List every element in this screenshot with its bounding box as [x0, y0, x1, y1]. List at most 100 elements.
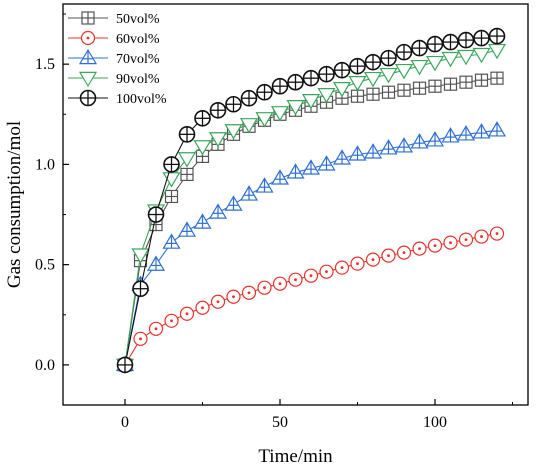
data-point [286, 163, 305, 179]
marker-dot [294, 278, 297, 282]
data-point [425, 131, 445, 147]
marker-shape [78, 71, 98, 88]
marker-shape [379, 67, 398, 84]
series-line [124, 233, 498, 366]
data-point [317, 155, 336, 171]
marker-dot [139, 337, 142, 341]
legend-item: 90vol% [68, 71, 160, 88]
data-point [178, 126, 196, 143]
series-line [124, 77, 498, 365]
data-point [459, 75, 473, 89]
marker-shape [177, 152, 197, 168]
legend-label: 100vol% [116, 92, 167, 107]
data-point [270, 106, 290, 122]
data-point [489, 226, 505, 241]
data-point [456, 49, 476, 66]
data-point [241, 285, 257, 300]
legend-marker [78, 71, 98, 88]
data-point [132, 280, 149, 298]
data-point [412, 241, 427, 256]
series-100volpct [116, 27, 506, 374]
y-tick-label: 1.5 [35, 56, 55, 73]
marker-dot [216, 300, 220, 304]
data-point [487, 43, 507, 60]
data-point [239, 185, 259, 201]
data-point [208, 203, 228, 219]
marker-shape [270, 106, 290, 122]
data-point [381, 248, 396, 263]
data-point [441, 51, 460, 68]
marker-dot [433, 244, 437, 248]
y-tick-label: 0.0 [35, 357, 55, 374]
data-point [210, 294, 226, 309]
data-point [162, 172, 181, 188]
data-point [133, 331, 148, 346]
data-point [224, 195, 243, 211]
data-point [348, 75, 367, 92]
data-point [474, 73, 489, 87]
marker-shape [456, 49, 476, 66]
data-point [164, 189, 179, 204]
series-60volpct [117, 226, 505, 372]
marker-dot [495, 232, 499, 235]
data-point [332, 149, 352, 165]
data-point [366, 87, 380, 101]
data-point [456, 125, 476, 141]
data-point [193, 140, 212, 156]
data-point [472, 47, 491, 64]
data-point [318, 65, 335, 83]
marker-shape [208, 132, 228, 148]
data-point [271, 77, 289, 95]
data-point [472, 123, 491, 139]
legend-item: 100vol% [68, 89, 167, 107]
data-point [195, 300, 210, 315]
data-point [428, 79, 442, 93]
data-point [412, 81, 427, 95]
data-point [148, 321, 164, 336]
data-point [272, 276, 288, 291]
marker-shape [286, 100, 305, 116]
data-point [288, 272, 303, 287]
data-point [146, 255, 166, 271]
plot-frame [62, 3, 529, 406]
series-90volpct [115, 43, 507, 375]
data-point [425, 55, 445, 72]
data-point [411, 39, 428, 57]
marker-shape [239, 118, 259, 134]
data-point [474, 229, 489, 244]
marker-shape [131, 248, 150, 264]
data-point [177, 152, 197, 168]
data-point [239, 118, 259, 134]
x-tick-label: 100 [423, 414, 447, 431]
data-point [317, 88, 336, 104]
data-point [426, 35, 444, 53]
marker-shape [332, 82, 352, 98]
data-point [365, 252, 381, 267]
data-point [194, 109, 211, 127]
data-point [394, 137, 414, 153]
marker-dot [247, 291, 251, 295]
marker-shape [348, 75, 367, 92]
x-tick-label: 0 [121, 414, 129, 431]
data-point [224, 124, 243, 140]
data-point [180, 167, 194, 182]
marker-dot [170, 319, 173, 323]
data-point [363, 71, 383, 88]
data-point [179, 306, 195, 321]
data-point [177, 221, 197, 237]
data-point [410, 133, 429, 149]
marker-shape [410, 59, 429, 76]
marker-shape [255, 112, 274, 128]
data-point [442, 33, 459, 51]
marker-dot [86, 36, 90, 40]
data-point [443, 77, 458, 91]
legend-label: 70vol% [116, 52, 160, 67]
data-point [195, 149, 210, 163]
data-point [381, 85, 396, 99]
data-point [256, 83, 273, 101]
marker-dot [464, 238, 468, 241]
data-point [350, 89, 365, 103]
data-point [131, 248, 150, 264]
data-point [332, 82, 352, 98]
marker-dot [418, 247, 421, 251]
